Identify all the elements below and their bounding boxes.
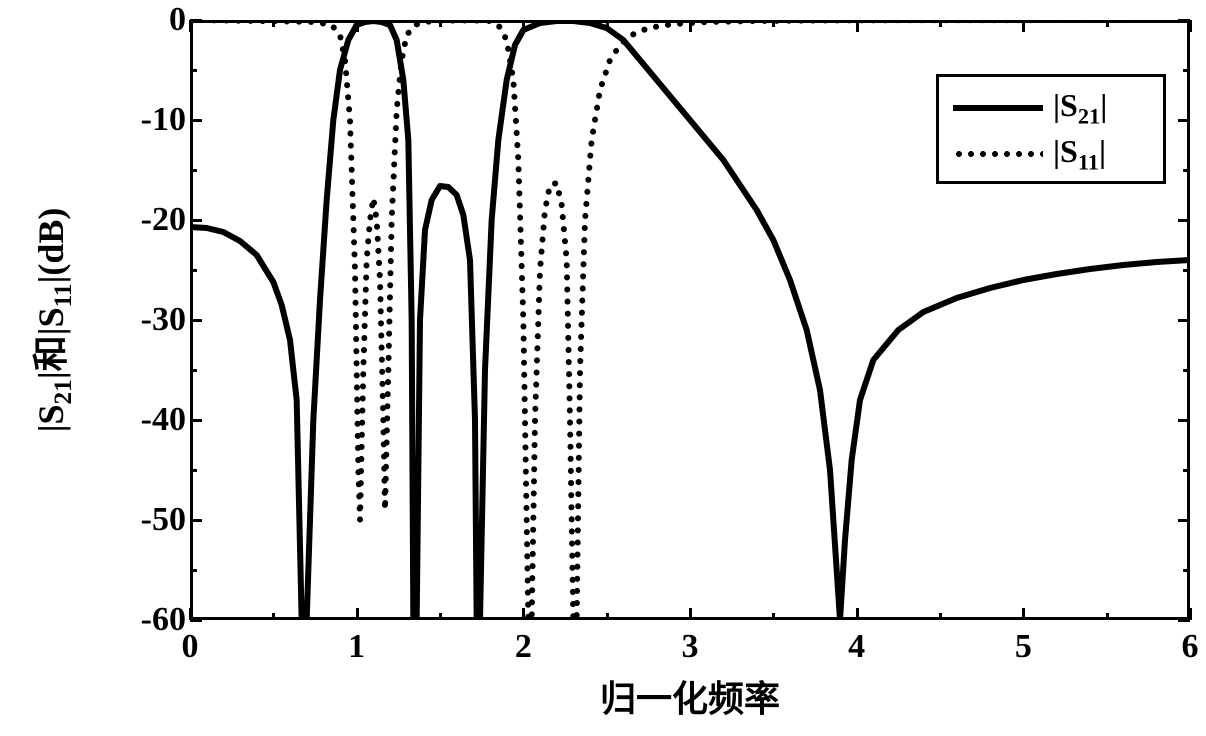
ytick-label: 0 [158,1,186,39]
xminortick-top [606,20,609,27]
ytick [190,619,202,622]
ytick-label: -20 [122,201,186,239]
ytick-right [1178,119,1190,122]
ytick [190,319,202,322]
legend-swatch [953,93,1043,123]
xtick [689,608,692,620]
ytick-right [1178,619,1190,622]
ytick-right [1178,419,1190,422]
yminortick [190,269,197,272]
xtick [1022,608,1025,620]
ytick-right [1178,519,1190,522]
xminortick-top [272,20,275,27]
y-axis-label: |S21|和|S11|(dB) [22,208,78,433]
xtick [522,608,525,620]
xtick [356,608,359,620]
legend: |S21||S11| [936,74,1166,184]
xminortick [1106,613,1109,620]
yminortick [190,169,197,172]
yminortick [190,569,197,572]
legend-line [953,105,1043,111]
ytick-label: -50 [122,501,186,539]
ytick [190,519,202,522]
ytick [190,219,202,222]
x-axis-label: 归一化频率 [600,670,780,722]
legend-line [953,151,1043,157]
xtick-label: 2 [515,628,532,666]
xtick-top [356,20,359,32]
xminortick-top [1106,20,1109,27]
legend-swatch [953,139,1043,169]
xtick-label: 4 [848,628,865,666]
ytick-label: -60 [122,601,186,639]
ytick-right [1178,219,1190,222]
xtick [856,608,859,620]
chart-figure: |S21|和|S11|(dB) 归一化频率 |S21||S11| 0 1 2 3 4 5 6… [0,0,1206,736]
xminortick-top [772,20,775,27]
xminortick [439,613,442,620]
xtick-label: 3 [682,628,699,666]
yminortick-right [1183,169,1190,172]
ytick [190,19,202,22]
yminortick-right [1183,69,1190,72]
legend-item: |S21| [953,85,1149,131]
xtick-label: 5 [1015,628,1032,666]
legend-label: |S21| [1053,87,1107,129]
xtick-label: 6 [1182,628,1199,666]
legend-label: |S11| [1053,133,1106,175]
xminortick [772,613,775,620]
ytick-right [1178,19,1190,22]
yminortick-right [1183,469,1190,472]
xtick-label: 1 [348,628,365,666]
xminortick [939,613,942,620]
xtick-top [1022,20,1025,32]
ytick [190,119,202,122]
yminortick [190,469,197,472]
xminortick [606,613,609,620]
yminortick-right [1183,569,1190,572]
ytick-label: -30 [122,301,186,339]
ytick-right [1178,319,1190,322]
yminortick-right [1183,369,1190,372]
ytick [190,419,202,422]
yminortick [190,369,197,372]
xminortick-top [439,20,442,27]
yminortick [190,69,197,72]
yminortick-right [1183,269,1190,272]
xtick-top [689,20,692,32]
xtick-top [522,20,525,32]
ytick-label: -40 [122,401,186,439]
xminortick-top [939,20,942,27]
xminortick [272,613,275,620]
xtick-top [856,20,859,32]
ytick-label: -10 [122,101,186,139]
legend-item: |S11| [953,131,1149,177]
